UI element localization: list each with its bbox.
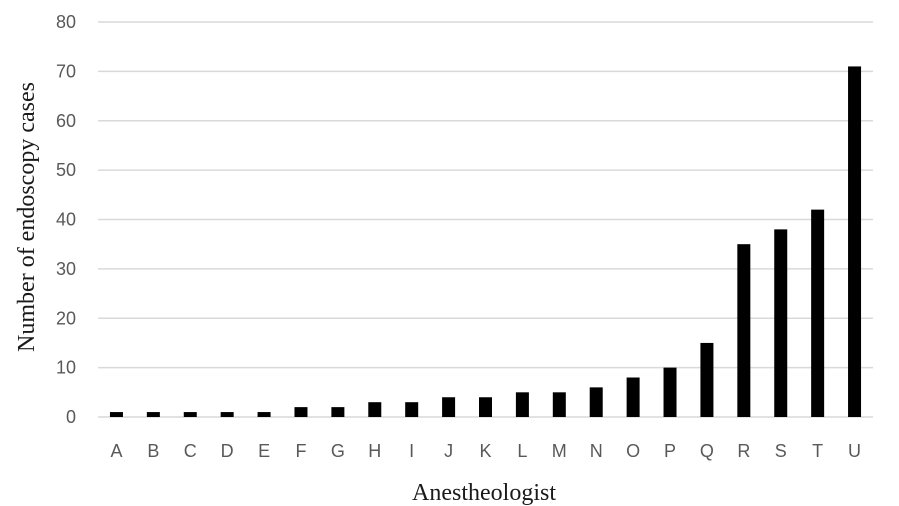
x-axis-ticks: A B C D E F G H I J K L M N O P Q R S T U xyxy=(110,441,861,461)
bar-E xyxy=(257,412,271,417)
bar-K xyxy=(479,397,492,417)
x-tick-label: M xyxy=(552,441,567,461)
bars xyxy=(109,66,862,417)
y-tick-label: 50 xyxy=(56,160,76,180)
x-tick-label: S xyxy=(775,441,787,461)
bar-I xyxy=(405,402,419,417)
y-tick-label: 20 xyxy=(56,308,76,328)
bar-D xyxy=(220,412,234,417)
y-tick-label: 60 xyxy=(56,111,76,131)
x-tick-label: P xyxy=(664,441,676,461)
bar-L xyxy=(515,392,529,417)
bar-N xyxy=(589,387,603,417)
y-tick-label: 70 xyxy=(56,61,76,81)
y-tick-label: 80 xyxy=(56,12,76,32)
bar-T xyxy=(811,209,825,417)
bar-F xyxy=(294,407,308,417)
y-axis-ticks: 0 10 20 30 40 50 60 70 80 xyxy=(56,12,76,427)
y-tick-label: 30 xyxy=(56,259,76,279)
y-tick-label: 10 xyxy=(56,358,76,378)
y-tick-label: 40 xyxy=(56,210,76,230)
y-axis-title: Number of endoscopy cases xyxy=(14,82,40,352)
bar-G xyxy=(331,407,345,417)
x-tick-label: A xyxy=(110,441,122,461)
bar-P xyxy=(663,367,677,417)
bar-U xyxy=(848,66,862,417)
x-tick-label: C xyxy=(184,441,197,461)
x-tick-label: H xyxy=(368,441,381,461)
x-tick-label: L xyxy=(517,441,527,461)
bar-A xyxy=(109,412,123,417)
gridlines xyxy=(98,21,873,418)
x-tick-label: O xyxy=(626,441,640,461)
x-tick-label: G xyxy=(331,441,345,461)
x-tick-label: T xyxy=(812,441,823,461)
bar-M xyxy=(552,392,566,417)
x-tick-label: K xyxy=(479,441,491,461)
x-tick-label: R xyxy=(737,441,750,461)
bar-S xyxy=(774,229,788,417)
x-tick-label: N xyxy=(590,441,603,461)
bar-B xyxy=(146,412,160,417)
x-tick-label: U xyxy=(848,441,861,461)
x-tick-label: E xyxy=(258,441,270,461)
x-axis-title: Anestheologist xyxy=(412,480,556,506)
bar-R xyxy=(737,244,751,417)
x-tick-label: I xyxy=(409,441,414,461)
x-tick-label: J xyxy=(444,441,453,461)
bar-Q xyxy=(700,342,714,417)
bar-C xyxy=(183,412,197,417)
y-tick-label: 0 xyxy=(66,407,76,427)
bar-J xyxy=(442,397,456,417)
x-tick-label: Q xyxy=(700,441,714,461)
x-tick-label: F xyxy=(295,441,306,461)
x-tick-label: D xyxy=(221,441,234,461)
bar-O xyxy=(626,377,640,417)
bar-H xyxy=(368,402,382,417)
x-tick-label: B xyxy=(147,441,159,461)
